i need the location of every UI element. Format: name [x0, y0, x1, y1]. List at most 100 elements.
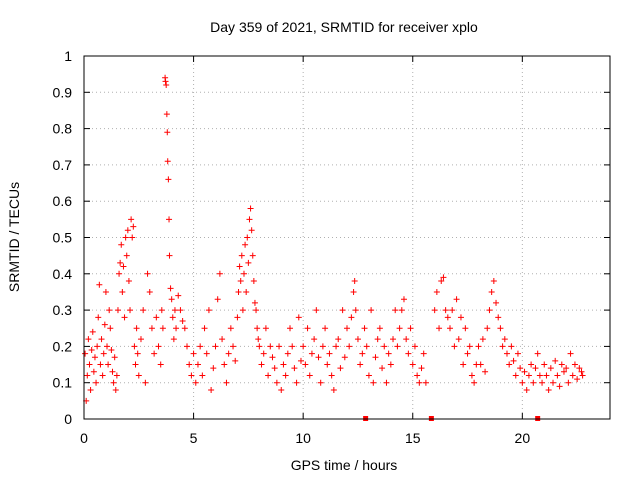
data-point — [558, 361, 565, 368]
data-point — [127, 307, 134, 314]
data-point — [453, 296, 460, 303]
data-point — [253, 307, 260, 314]
data-point — [552, 357, 559, 364]
data-point — [335, 336, 342, 343]
data-point — [216, 270, 223, 277]
data-point — [374, 336, 381, 343]
data-point — [254, 325, 261, 332]
data-point — [471, 379, 478, 386]
y-axis-label: SRMTID / TECUs — [6, 182, 22, 292]
data-point — [475, 343, 482, 350]
data-point — [479, 336, 486, 343]
data-point — [85, 336, 92, 343]
data-point — [394, 343, 401, 350]
data-point — [346, 343, 353, 350]
data-point — [466, 343, 473, 350]
data-point — [486, 307, 493, 314]
data-point — [223, 379, 230, 386]
data-point — [352, 307, 359, 314]
data-point — [460, 361, 467, 368]
data-point — [123, 252, 130, 259]
data-point — [282, 372, 289, 379]
data-point — [351, 278, 358, 285]
x-tick-label: 15 — [405, 430, 421, 446]
data-point — [311, 336, 318, 343]
data-point — [495, 314, 502, 321]
data-point — [295, 314, 302, 321]
data-point — [528, 361, 535, 368]
x-tick-label: 5 — [190, 430, 198, 446]
data-point — [128, 216, 135, 223]
data-point — [250, 278, 257, 285]
data-point — [365, 372, 372, 379]
data-point — [230, 343, 237, 350]
data-point — [398, 307, 405, 314]
data-point — [269, 354, 276, 361]
data-point — [205, 307, 212, 314]
data-point — [243, 288, 250, 295]
data-point — [186, 361, 193, 368]
data-point — [130, 223, 137, 230]
data-point — [102, 288, 109, 295]
data-point — [545, 386, 552, 393]
y-tick-label: 0.5 — [53, 230, 73, 246]
x-ticks: 0 5 10 15 20 — [80, 56, 530, 446]
data-point — [523, 386, 530, 393]
data-point — [91, 354, 98, 361]
data-point — [490, 278, 497, 285]
data-point — [105, 361, 112, 368]
data-point — [517, 365, 524, 372]
data-point — [101, 321, 108, 328]
data-point — [313, 307, 320, 314]
data-point — [112, 386, 119, 393]
data-point — [131, 343, 138, 350]
data-point — [357, 361, 364, 368]
data-point — [221, 361, 228, 368]
data-point — [273, 379, 280, 386]
data-point — [348, 314, 355, 321]
data-point — [541, 361, 548, 368]
data-point — [129, 234, 136, 241]
data-point — [179, 317, 186, 324]
data-point — [111, 354, 118, 361]
data-point — [162, 78, 169, 85]
data-point — [113, 372, 120, 379]
data-point — [153, 314, 160, 321]
data-point — [87, 386, 94, 393]
data-point — [235, 288, 242, 295]
data-point — [164, 129, 171, 136]
data-point — [201, 325, 208, 332]
data-point — [117, 259, 124, 266]
data-point — [339, 307, 346, 314]
data-point — [333, 343, 340, 350]
plot-frame — [83, 55, 611, 420]
data-point — [444, 314, 451, 321]
x-tick-label: 0 — [80, 430, 88, 446]
data-point — [166, 252, 173, 259]
data-point — [82, 350, 89, 357]
data-point — [414, 372, 421, 379]
data-point — [560, 368, 567, 375]
data-point — [170, 336, 177, 343]
data-point — [262, 325, 269, 332]
x-axis-label: GPS time / hours — [291, 457, 398, 473]
data-point — [165, 176, 172, 183]
data-point — [436, 325, 443, 332]
data-point — [400, 296, 407, 303]
data-point — [361, 325, 368, 332]
data-point — [405, 350, 412, 357]
data-points — [82, 74, 586, 404]
data-point — [359, 350, 366, 357]
data-point — [578, 368, 585, 375]
data-point — [238, 252, 245, 259]
data-point — [354, 336, 361, 343]
data-point — [431, 307, 438, 314]
data-point — [328, 372, 335, 379]
data-point — [84, 372, 91, 379]
data-point — [124, 227, 131, 234]
y-tick-label: 0.2 — [53, 338, 73, 354]
data-point — [142, 379, 149, 386]
data-point — [396, 325, 403, 332]
data-point — [440, 274, 447, 281]
